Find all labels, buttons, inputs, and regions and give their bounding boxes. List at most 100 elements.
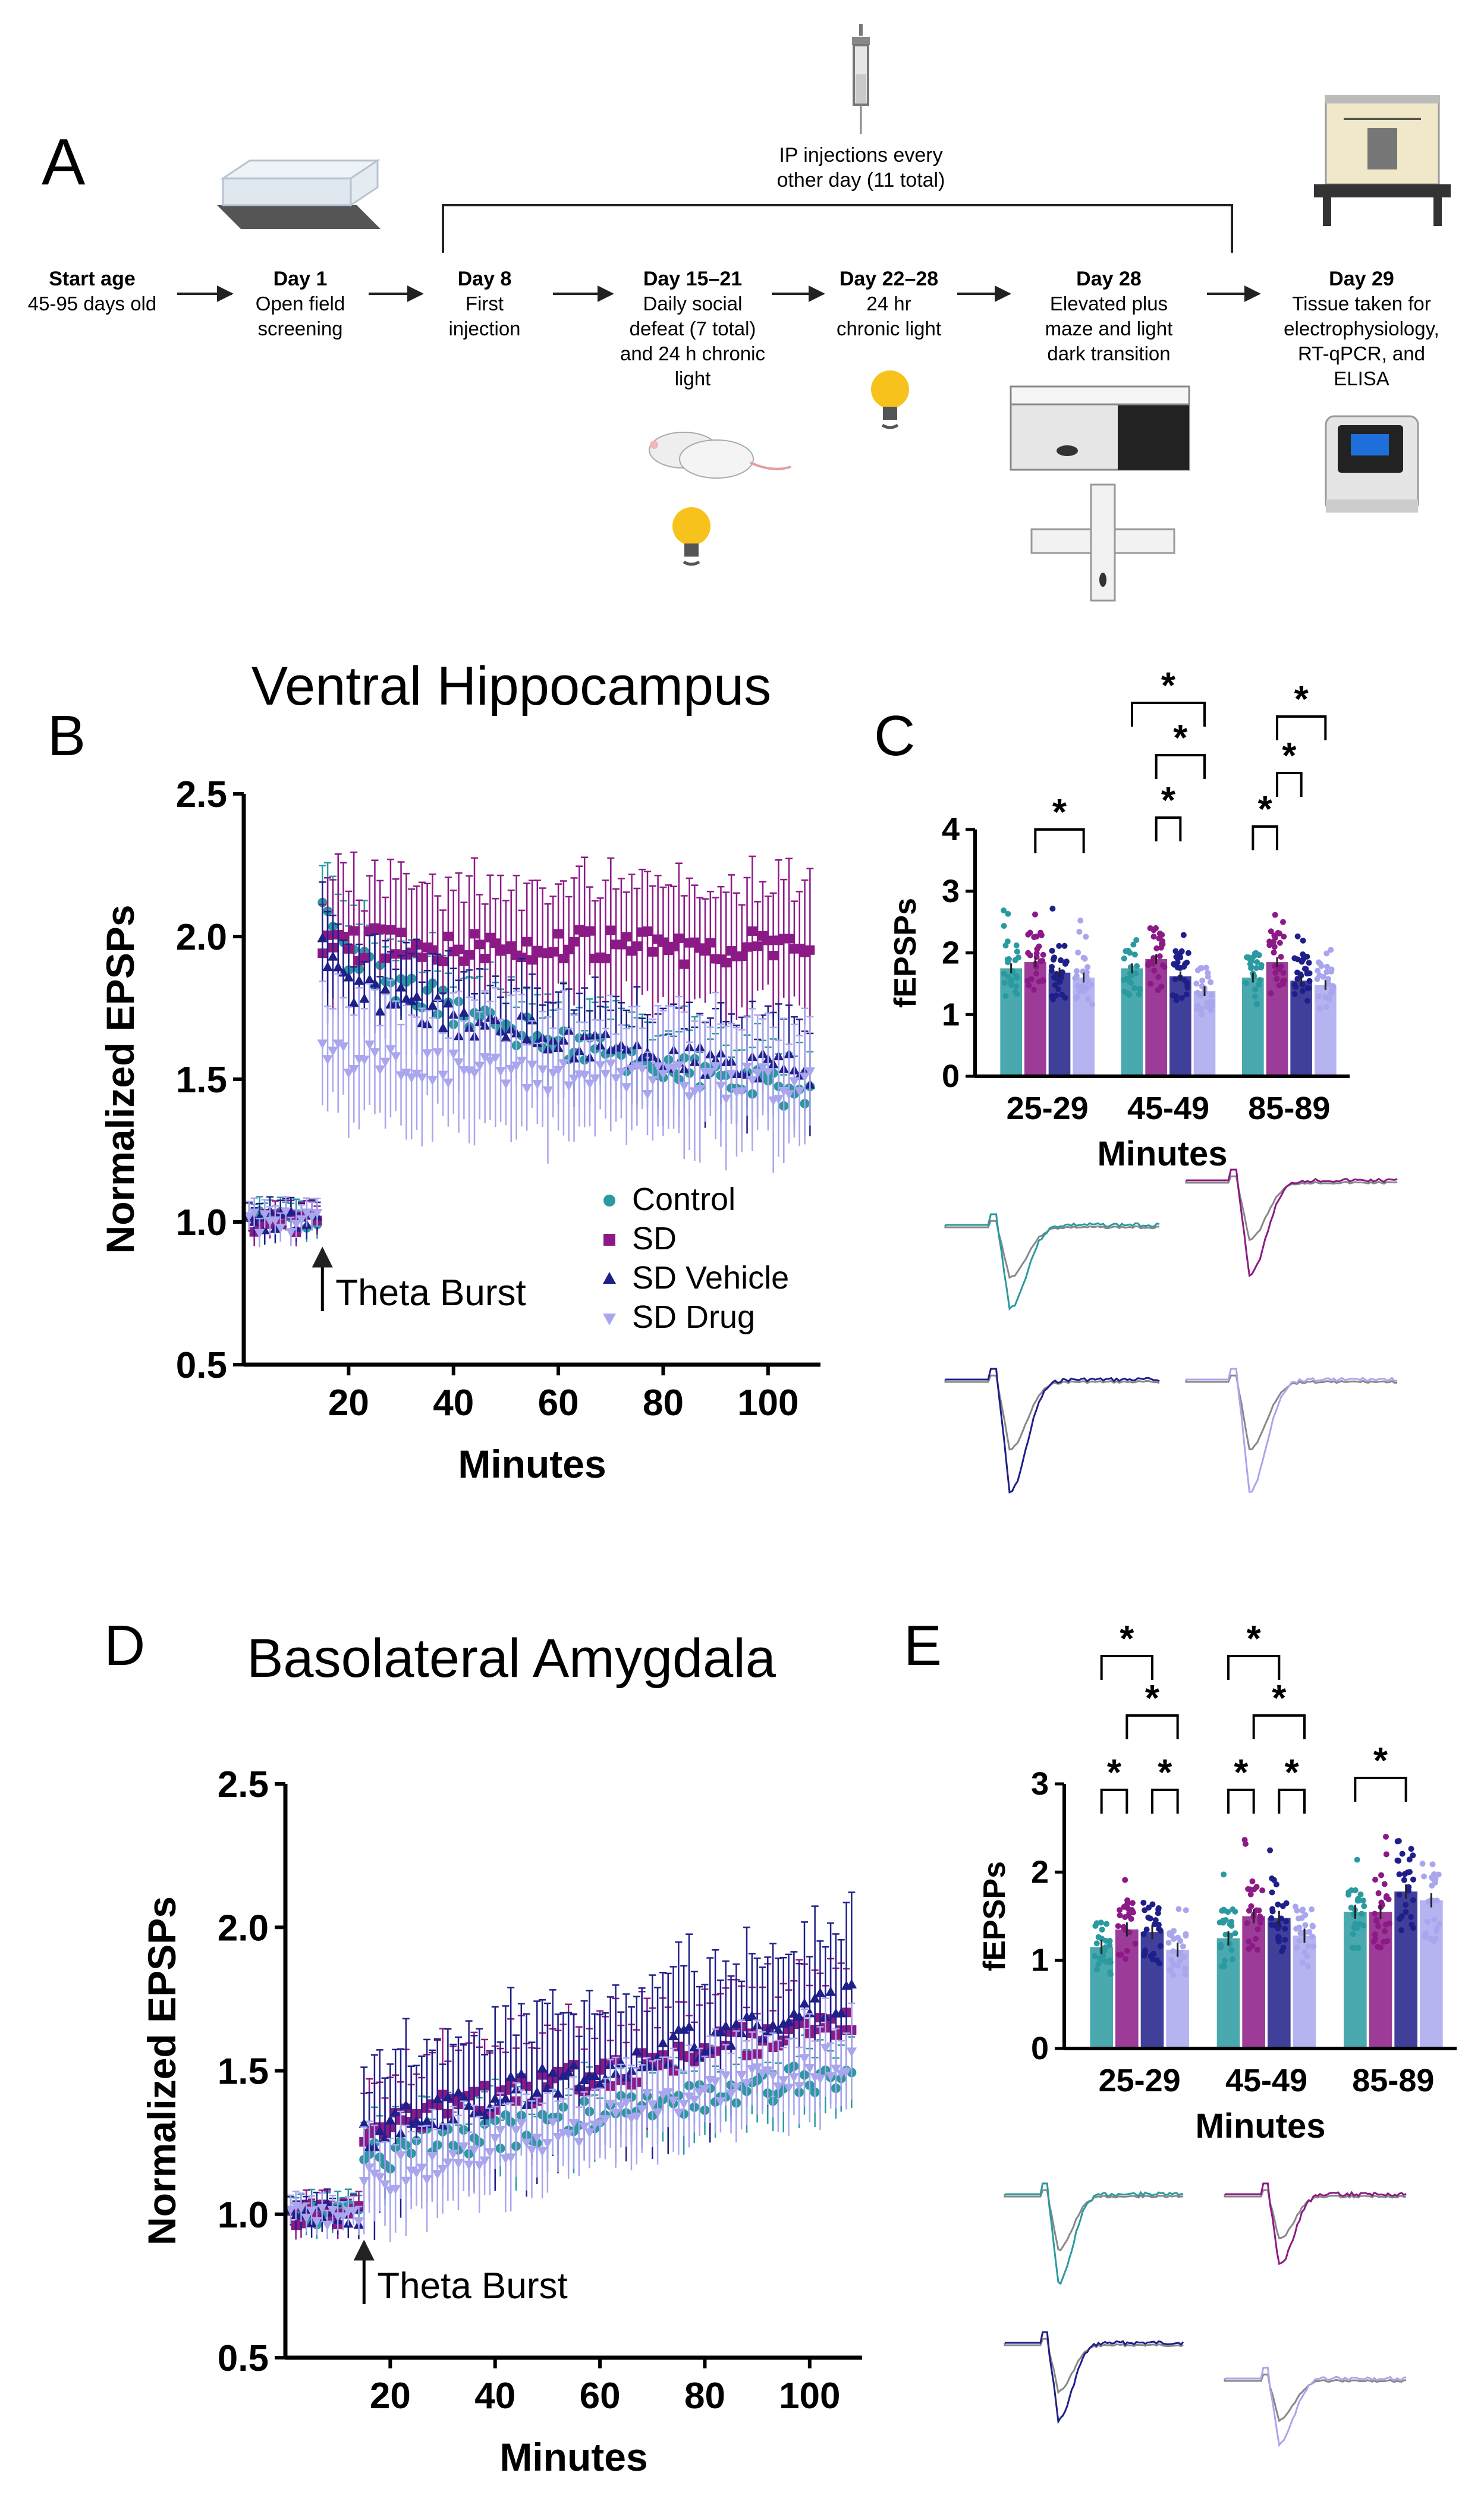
individual-point [1253, 1001, 1260, 1007]
individual-point [1278, 963, 1284, 970]
data-point [726, 1070, 737, 1080]
individual-point [1370, 1938, 1377, 1945]
data-point [679, 959, 689, 969]
data-point [647, 947, 658, 957]
data-point [652, 2108, 663, 2118]
data-point [312, 2217, 322, 2227]
individual-point [1080, 954, 1087, 961]
individual-point [1173, 997, 1180, 1004]
data-point [574, 2081, 584, 2091]
individual-point [1049, 996, 1056, 1003]
data-point [322, 1055, 333, 1065]
data-point [632, 941, 642, 951]
individual-point [1062, 994, 1068, 1001]
individual-point [1050, 956, 1057, 963]
individual-point [1170, 1972, 1177, 1978]
data-point [768, 951, 778, 961]
timeline-step-desc-line: RT-qPCR, and [1298, 343, 1425, 365]
x-tick-label: 85-89 [1352, 2063, 1434, 2098]
data-point [757, 2069, 768, 2079]
data-point [694, 2088, 705, 2098]
individual-point [1373, 1916, 1380, 1923]
significance-star: * [1272, 1678, 1287, 1719]
individual-point [1141, 1952, 1147, 1959]
data-point [511, 2126, 521, 2136]
panel-d: D Basolateral Amygdala 0.5 1.0 1.5 2.0 2.5 20 40… [104, 1614, 862, 2479]
bar [1115, 1929, 1139, 2048]
timeline-step-title: Start age [49, 268, 136, 290]
individual-point [1172, 948, 1179, 954]
individual-point [1328, 947, 1334, 953]
data-point [348, 2207, 359, 2217]
individual-point [1092, 1953, 1098, 1959]
data-point [831, 2065, 841, 2075]
data-point [401, 2100, 411, 2110]
individual-point [1406, 1869, 1413, 1875]
individual-point [1245, 1886, 1252, 1892]
data-point [725, 2040, 737, 2050]
individual-point [1197, 992, 1203, 999]
y-tick-label: 1.5 [176, 1060, 227, 1101]
data-point [359, 993, 370, 1003]
timeline-step-title: Day 8 [458, 268, 512, 290]
individual-point [1005, 910, 1011, 917]
individual-point [1136, 991, 1142, 998]
data-point [737, 951, 747, 961]
significance-bracket [1227, 1789, 1255, 1814]
timeline-step-desc: Daily social defeat (7 total) and 24 h chr… [620, 293, 765, 389]
timeline-step-desc: 24 hr chronic light [837, 293, 941, 340]
individual-point [1435, 1871, 1442, 1878]
individual-point [1253, 1936, 1259, 1942]
data-point [443, 998, 454, 1008]
individual-point [1183, 1933, 1189, 1939]
individual-point [1408, 1914, 1414, 1920]
pcr-machine-icon [1325, 415, 1419, 513]
data-point [768, 2071, 778, 2081]
individual-point [1221, 1963, 1227, 1969]
individual-point [1170, 1948, 1177, 1955]
individual-point [1252, 994, 1258, 1000]
individual-point [1157, 931, 1164, 937]
legend-label: SD [632, 1221, 677, 1256]
individual-point [1156, 953, 1163, 960]
panel-a-letter: A [42, 125, 86, 199]
individual-point [1279, 919, 1286, 925]
data-point [453, 1058, 464, 1068]
x-tick-label: 45-49 [1225, 2063, 1307, 2098]
individual-point [1372, 1877, 1379, 1883]
individual-point [1394, 1857, 1401, 1864]
individual-point [1074, 994, 1080, 1000]
individual-point [1330, 983, 1337, 989]
individual-point [1259, 1887, 1266, 1894]
data-point [595, 1061, 606, 1071]
data-point [668, 1064, 679, 1074]
data-point [401, 2176, 411, 2186]
data-point [652, 1062, 664, 1072]
individual-point [1375, 1923, 1382, 1930]
data-point [417, 952, 427, 962]
y-tick-label: 3 [942, 874, 960, 909]
data-point [443, 931, 453, 941]
y-tick-label: 0.5 [218, 2338, 269, 2379]
individual-point [1107, 1959, 1114, 1966]
individual-point [1269, 1906, 1276, 1912]
individual-point [1149, 960, 1156, 967]
individual-point [1230, 1906, 1236, 1913]
y-axis-label: fEPSPs [888, 898, 923, 1008]
light-bulb-icon [871, 370, 909, 429]
individual-point [1243, 980, 1249, 986]
data-point [306, 2206, 317, 2216]
data-point [616, 940, 626, 950]
individual-point [1361, 1903, 1367, 1909]
open-field-box-icon [217, 159, 381, 229]
data-point [395, 2151, 406, 2161]
data-point [578, 2075, 590, 2085]
y-axis-label: Normalized EPSPs [140, 1896, 184, 2245]
data-point [763, 935, 773, 945]
data-point [558, 1059, 569, 1069]
data-point [715, 2097, 726, 2107]
individual-point [1378, 1899, 1385, 1906]
individual-point [1410, 1897, 1416, 1903]
individual-point [1205, 970, 1211, 976]
